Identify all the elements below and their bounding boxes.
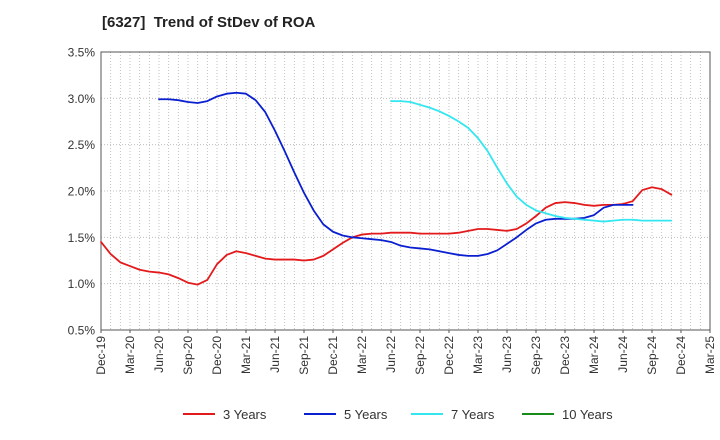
series-line-7-years xyxy=(390,100,673,223)
y-tick-label: 1.5% xyxy=(68,231,96,245)
x-tick-label: Mar-24 xyxy=(587,336,601,374)
y-tick-label: 2.5% xyxy=(68,138,96,152)
plot-area xyxy=(101,52,710,330)
legend-label-3-years: 3 Years xyxy=(223,407,267,422)
chart-title: [6327] Trend of StDev of ROA xyxy=(102,14,316,31)
x-tick-label: Mar-20 xyxy=(123,336,137,374)
x-tick-label: Jun-24 xyxy=(616,336,630,373)
x-tick-label: Mar-21 xyxy=(239,336,253,374)
plot-frame xyxy=(100,51,711,331)
legend-label-10-years: 10 Years xyxy=(562,407,613,422)
x-tick-label: Dec-22 xyxy=(442,336,456,375)
x-tick-label: Sep-21 xyxy=(297,336,311,375)
x-tick-label: Sep-24 xyxy=(645,336,659,375)
x-tick-label: Jun-23 xyxy=(500,336,514,373)
x-tick-label: Mar-25 xyxy=(703,336,717,374)
x-tick-label: Mar-23 xyxy=(471,336,485,374)
x-tick-label: Dec-19 xyxy=(94,336,108,375)
x-tick-label: Dec-20 xyxy=(210,336,224,375)
x-tick-label: Jun-22 xyxy=(384,336,398,373)
y-tick-label: 3.5% xyxy=(68,46,96,60)
x-tick-label: Dec-21 xyxy=(326,336,340,375)
x-tick-label: Dec-24 xyxy=(674,336,688,375)
x-tick-label: Sep-20 xyxy=(181,336,195,375)
x-tick-label: Jun-21 xyxy=(268,336,282,373)
legend-label-7-years: 7 Years xyxy=(451,407,495,422)
legend-label-5-years: 5 Years xyxy=(344,407,388,422)
x-tick-label: Mar-22 xyxy=(355,336,369,374)
y-tick-label: 3.0% xyxy=(68,92,96,106)
x-tick-label: Sep-22 xyxy=(413,336,427,375)
series-line-3-years xyxy=(100,186,673,286)
y-tick-label: 0.5% xyxy=(68,324,96,338)
y-tick-label: 1.0% xyxy=(68,277,96,291)
x-tick-label: Jun-20 xyxy=(152,336,166,373)
series-line-5-years xyxy=(158,91,634,257)
y-tick-label: 2.0% xyxy=(68,185,96,199)
x-tick-label: Dec-23 xyxy=(558,336,572,375)
x-tick-label: Sep-23 xyxy=(529,336,543,375)
